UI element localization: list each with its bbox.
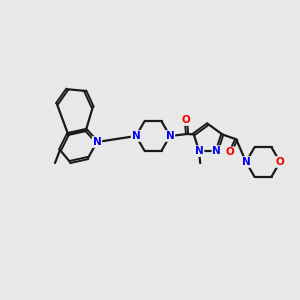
Text: O: O xyxy=(276,157,284,167)
Text: N: N xyxy=(132,131,140,141)
Text: N: N xyxy=(212,146,221,156)
Text: O: O xyxy=(226,147,235,158)
Text: N: N xyxy=(242,157,250,167)
Text: O: O xyxy=(182,115,190,125)
Text: N: N xyxy=(166,131,174,141)
Text: N: N xyxy=(195,146,204,156)
Text: N: N xyxy=(93,137,101,147)
